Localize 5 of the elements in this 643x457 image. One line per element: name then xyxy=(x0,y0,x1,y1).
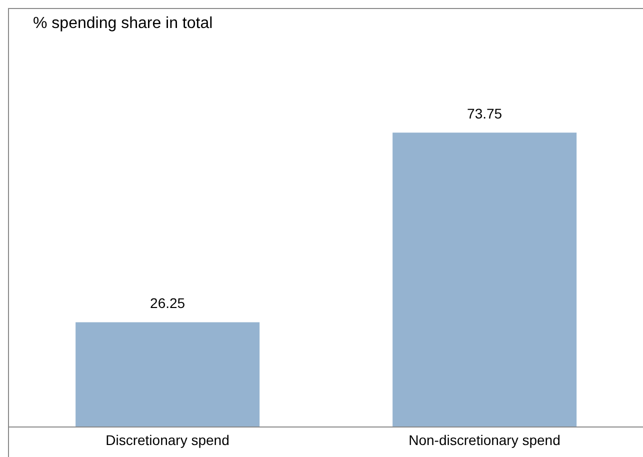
x-tick-label: Non-discretionary spend xyxy=(408,432,560,448)
text: % spending share in total xyxy=(33,15,213,33)
data-label: 73.75 xyxy=(467,106,502,122)
data-label: 26.25 xyxy=(150,295,186,312)
x-tick-label: Discretionary spend xyxy=(106,432,230,448)
